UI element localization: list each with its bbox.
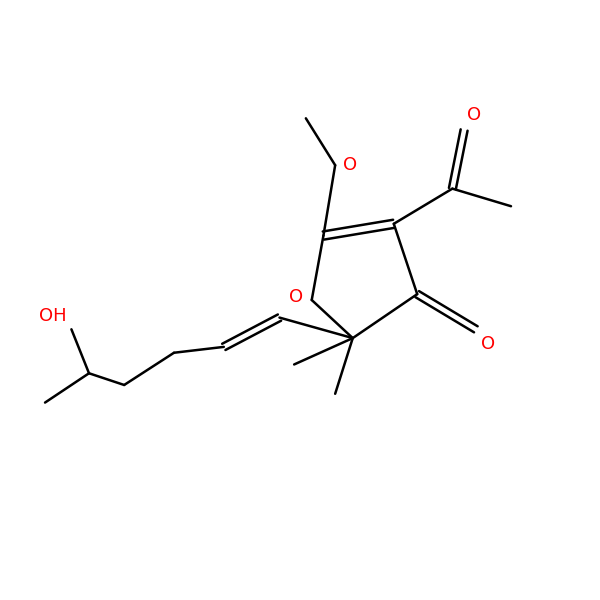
Text: O: O	[467, 106, 481, 124]
Text: O: O	[481, 335, 494, 353]
Text: O: O	[289, 288, 303, 306]
Text: OH: OH	[39, 307, 67, 325]
Text: O: O	[343, 156, 357, 174]
